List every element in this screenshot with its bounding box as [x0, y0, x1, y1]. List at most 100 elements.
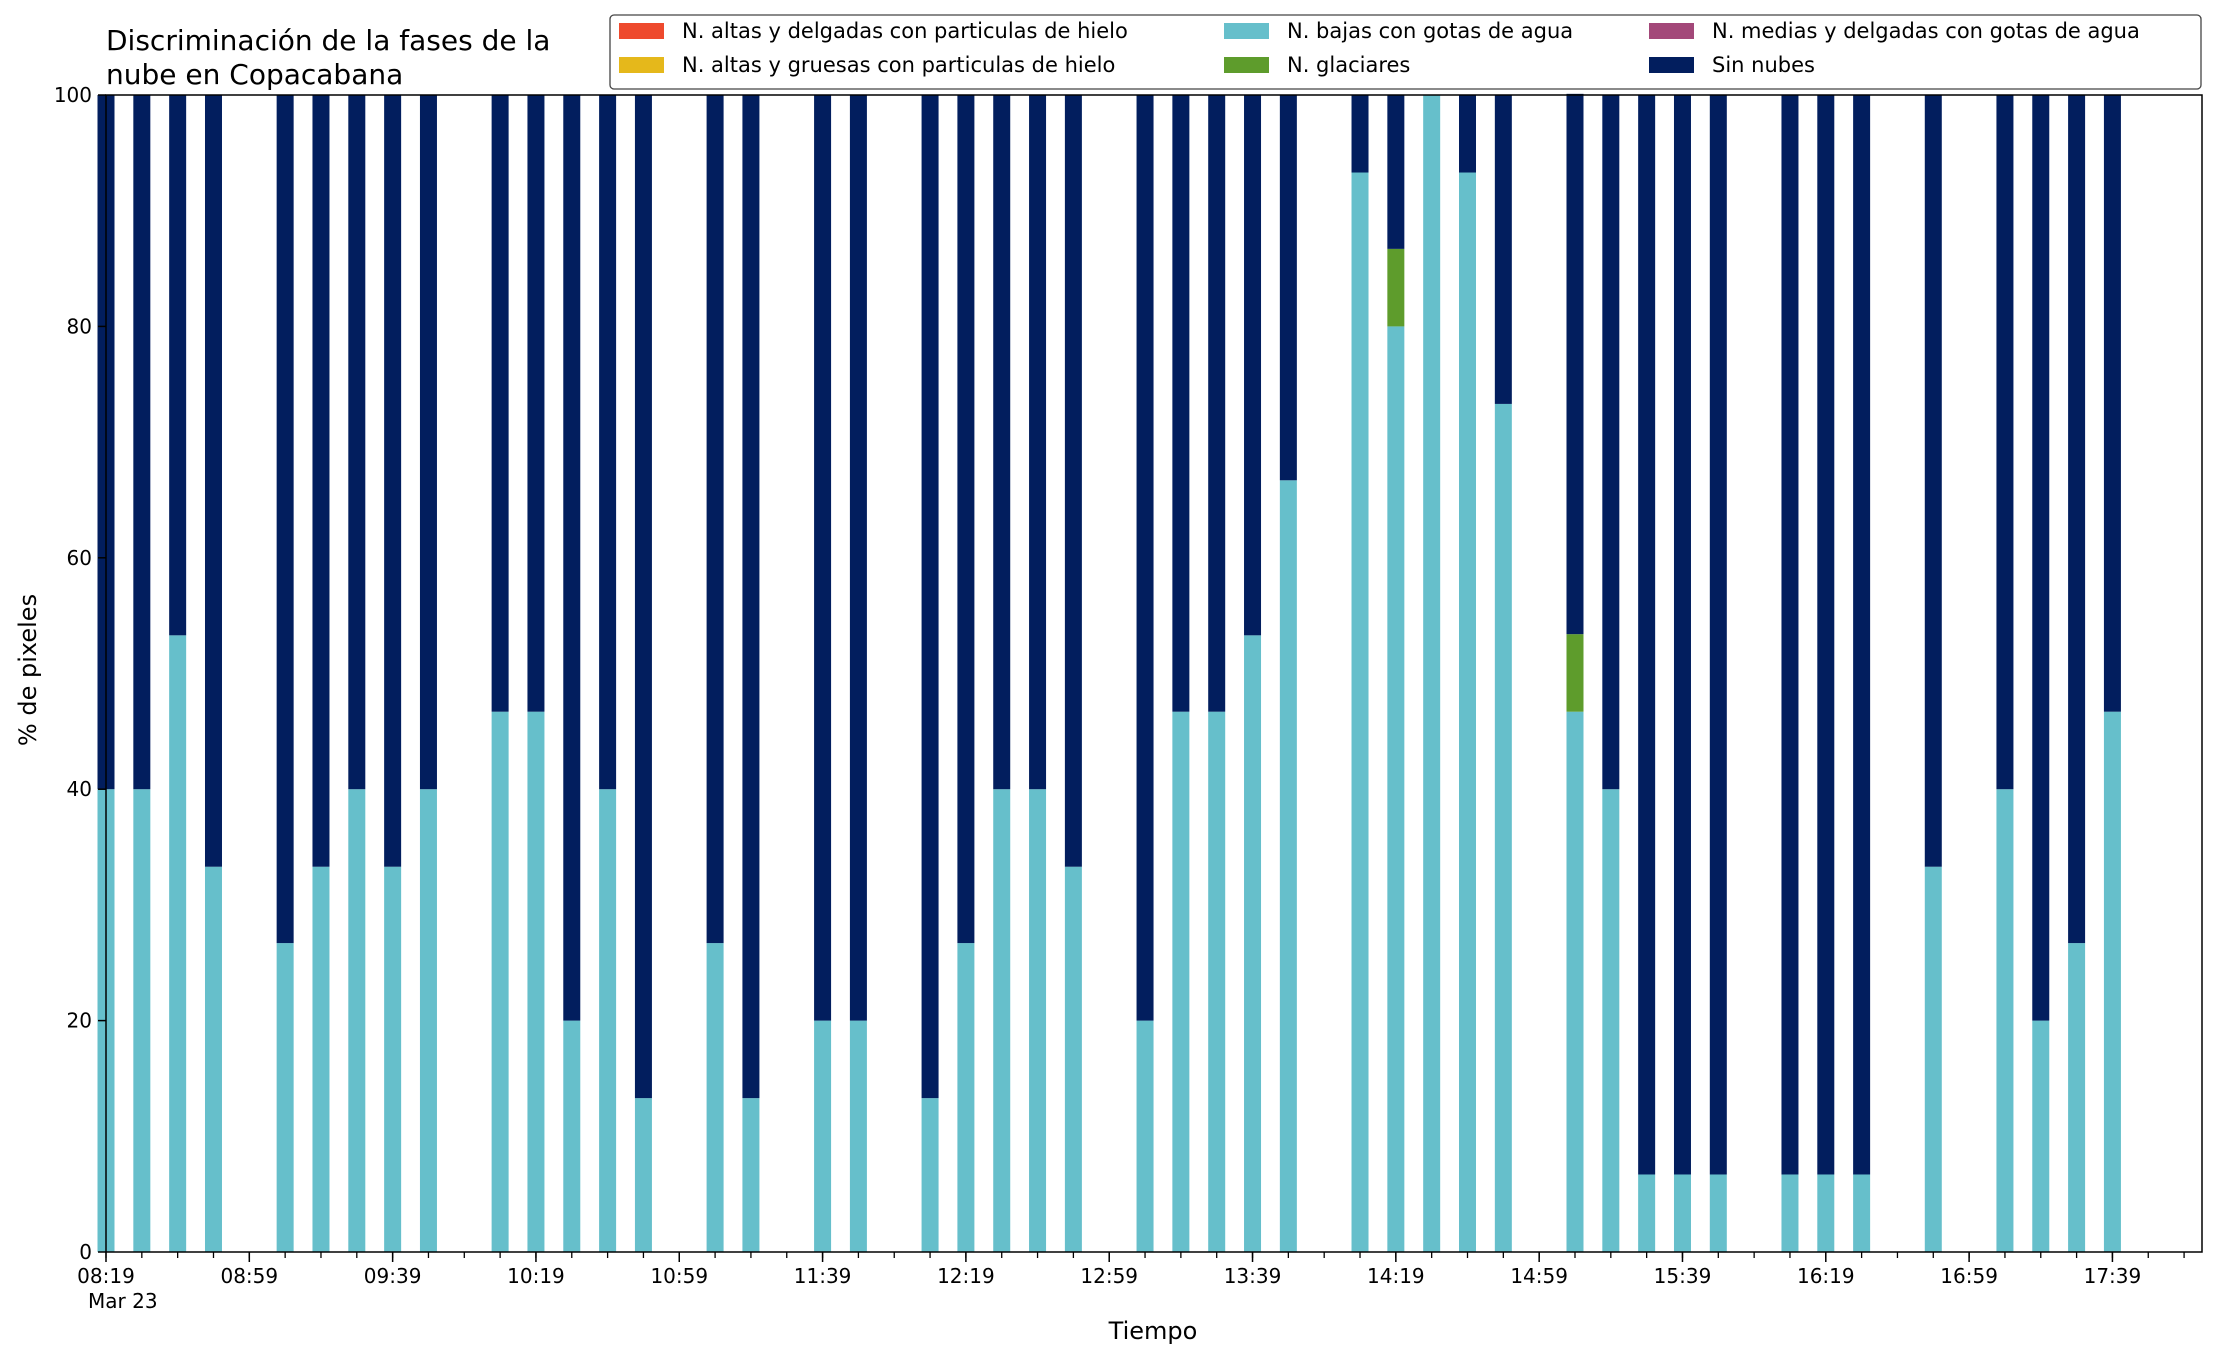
bar-segment	[1279, 95, 1297, 481]
bar-segment	[1244, 635, 1262, 1252]
bar-segment	[1064, 95, 1082, 867]
bar-segment	[921, 1098, 939, 1252]
bar-segment	[1602, 95, 1620, 790]
bar-segment	[1673, 95, 1691, 1175]
plot-frame	[105, 94, 2203, 1253]
bar-segment	[527, 95, 545, 712]
legend-label: N. altas y gruesas con particulas de hie…	[682, 53, 1115, 77]
bar-segment	[1494, 95, 1512, 404]
y-ticks-group: 0 20 40 60 80 100	[54, 83, 106, 1264]
bar-segment	[1351, 95, 1369, 173]
bar-segment	[1029, 789, 1047, 1252]
x-axis-label: Tiempo	[1108, 1317, 1198, 1345]
bar-segment	[1709, 95, 1727, 1175]
bar-segment	[169, 635, 187, 1252]
bar-segment	[1244, 95, 1262, 636]
bar-segment	[1136, 95, 1154, 1021]
bar-segment	[599, 95, 617, 790]
legend-label: Sin nubes	[1712, 53, 1815, 77]
bar-segment	[348, 95, 366, 790]
axes-group	[105, 94, 2203, 1253]
bar-segment	[133, 95, 151, 790]
bar-segment	[2103, 711, 2121, 1252]
bar-segment	[1172, 711, 1190, 1252]
bar-segment	[993, 95, 1011, 790]
bar-segment	[1387, 248, 1405, 327]
bar-segment	[993, 789, 1011, 1252]
bar-segment	[1817, 95, 1835, 1175]
bar-segment	[1638, 95, 1656, 1175]
bar-segment	[957, 943, 975, 1252]
chart-title-line: Discriminación de la fases de la	[106, 24, 550, 57]
bar-segment	[2068, 943, 2086, 1252]
bar-segment	[849, 1020, 867, 1252]
bar-segment	[1029, 95, 1047, 790]
bar-segment	[348, 789, 366, 1252]
bar-segment	[133, 789, 151, 1252]
x-tick-label: 14:59	[1510, 1264, 1568, 1288]
bar-segment	[634, 1098, 652, 1252]
bar-segment	[491, 711, 509, 1252]
bar-segment	[1924, 866, 1942, 1252]
bar-segment	[169, 95, 187, 636]
bar-segment	[1459, 95, 1477, 173]
x-tick-label: 15:39	[1654, 1264, 1712, 1288]
bar-segment	[2103, 95, 2121, 712]
y-tick-label: 20	[67, 1009, 92, 1033]
bar-segment	[706, 943, 724, 1252]
bar-segment	[419, 95, 437, 790]
y-tick-label: 100	[54, 83, 92, 107]
bar-segment	[1853, 95, 1871, 1175]
bar-segment	[1279, 480, 1297, 1252]
bar-segment	[1423, 95, 1441, 1252]
bar-segment	[1673, 1174, 1691, 1252]
bar-segment	[204, 95, 222, 867]
bar-segment	[2032, 95, 2050, 1021]
bar-segment	[419, 789, 437, 1252]
x-tick-label: 11:39	[794, 1264, 852, 1288]
bar-segment	[742, 1098, 760, 1252]
x-tick-label: 14:19	[1367, 1264, 1425, 1288]
bar-segment	[384, 95, 402, 867]
legend-swatch	[619, 23, 664, 39]
x-tick-label: 12:19	[937, 1264, 995, 1288]
bar-segment	[312, 866, 330, 1252]
x-tick-label: 10:19	[507, 1264, 565, 1288]
x-tick-label: 16:59	[1940, 1264, 1998, 1288]
bar-segment	[1387, 326, 1405, 1252]
bar-segment	[2068, 95, 2086, 944]
bar-segment	[849, 95, 867, 1021]
x-tick-label: 09:39	[364, 1264, 422, 1288]
bar-segment	[1817, 1174, 1835, 1252]
x-ticks-group: 08:19 08:59 09:39 10:19 10:59 11:39 12:19 12:59…	[77, 1252, 2185, 1313]
bar-segment	[1853, 1174, 1871, 1252]
bar-segment	[2032, 1020, 2050, 1252]
x-tick-label: 13:39	[1224, 1264, 1282, 1288]
bar-segment	[921, 95, 939, 1099]
chart-title-line: nube en Copacabana	[106, 58, 403, 91]
bar-segment	[312, 95, 330, 867]
bar-segment	[276, 943, 294, 1252]
bars-group	[97, 93, 2121, 1252]
x-tick-label: 12:59	[1080, 1264, 1138, 1288]
bar-segment	[1172, 95, 1190, 712]
bar-segment	[1638, 1174, 1656, 1252]
bar-segment	[1566, 711, 1584, 1252]
legend: N. altas y delgadas con particulas de hi…	[609, 14, 2202, 90]
bar-segment	[1566, 93, 1584, 635]
bar-segment	[1566, 634, 1584, 712]
y-tick-label: 80	[67, 314, 92, 338]
bar-segment	[1996, 789, 2014, 1252]
bar-segment	[1064, 866, 1082, 1252]
legend-label: N. medias y delgadas con gotas de agua	[1712, 19, 2140, 43]
legend-label: N. glaciares	[1287, 53, 1410, 77]
bar-segment	[706, 95, 724, 944]
bar-segment	[814, 1020, 832, 1252]
x-tick-label: 08:59	[220, 1264, 278, 1288]
legend-swatch	[1224, 23, 1269, 39]
bar-segment	[1781, 1174, 1799, 1252]
y-tick-label: 60	[67, 546, 92, 570]
